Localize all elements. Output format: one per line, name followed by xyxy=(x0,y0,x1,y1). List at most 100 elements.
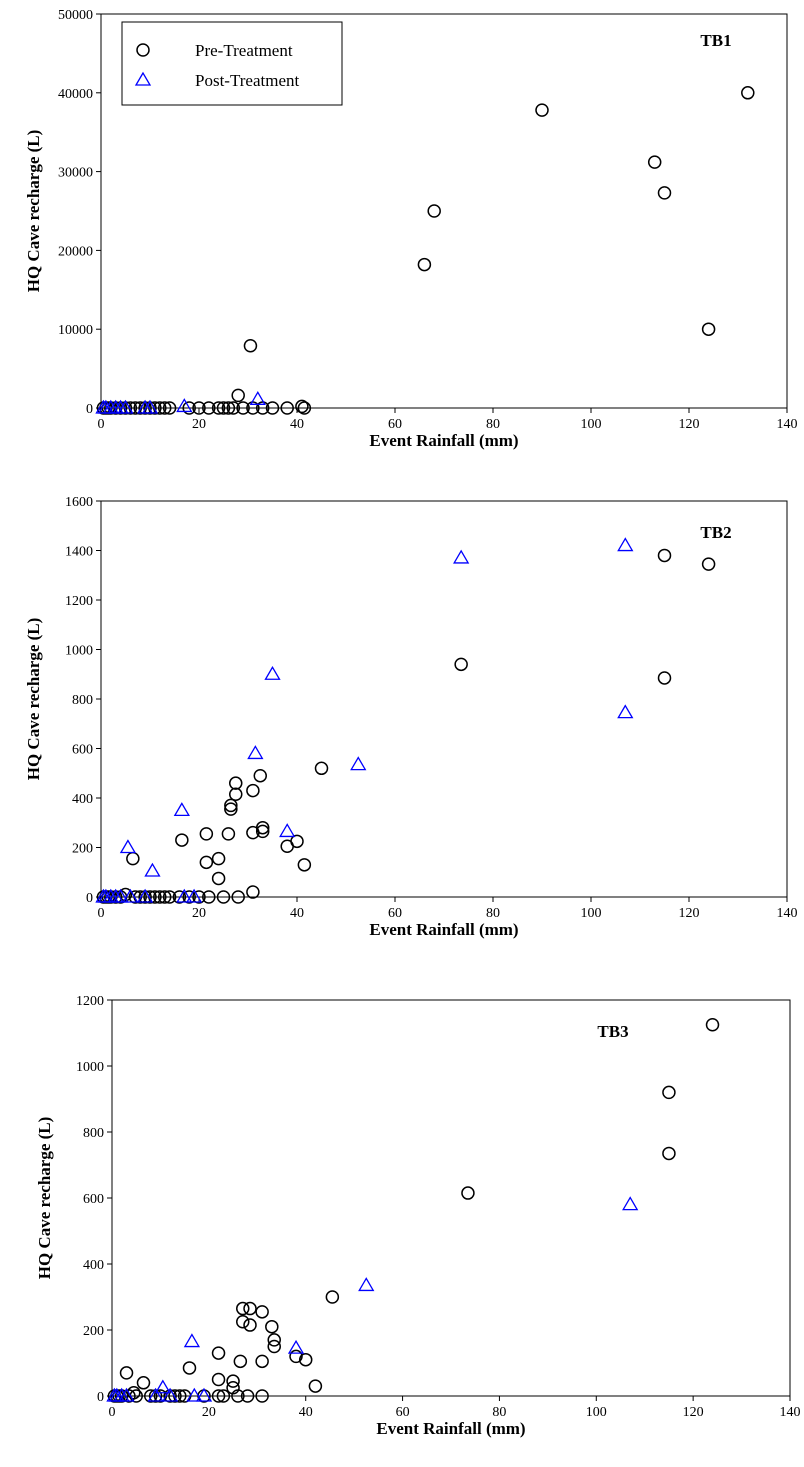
point xyxy=(226,401,241,415)
legend-label: Pre-Treatment xyxy=(195,41,293,60)
point xyxy=(279,823,296,838)
point xyxy=(199,855,214,870)
point xyxy=(231,890,245,904)
point xyxy=(243,1318,257,1332)
point xyxy=(182,401,196,415)
point xyxy=(161,1387,179,1402)
point xyxy=(229,776,243,790)
y-tick-label: 1200 xyxy=(65,594,93,609)
legend-label: Post-Treatment xyxy=(195,71,299,90)
point xyxy=(535,103,549,117)
y-axis-label: HQ Cave recharge (L) xyxy=(24,618,43,781)
point xyxy=(211,1372,226,1387)
x-tick-label: 0 xyxy=(98,906,105,921)
point xyxy=(265,401,280,415)
point xyxy=(265,1319,279,1334)
point xyxy=(308,1379,323,1393)
point xyxy=(236,1301,250,1316)
point xyxy=(182,890,196,904)
y-tick-label: 0 xyxy=(86,891,93,906)
y-tick-label: 1200 xyxy=(76,994,104,1009)
point xyxy=(221,401,236,415)
point xyxy=(657,671,672,685)
point xyxy=(176,888,193,903)
y-tick-label: 800 xyxy=(72,693,93,708)
plot-frame xyxy=(100,500,788,898)
point xyxy=(427,204,441,218)
point xyxy=(454,657,468,672)
point xyxy=(211,851,226,866)
point xyxy=(741,86,755,100)
point xyxy=(249,391,266,405)
legend-marker xyxy=(136,43,150,57)
point xyxy=(229,787,243,802)
point xyxy=(143,1389,158,1403)
point xyxy=(358,1277,375,1292)
point xyxy=(657,186,672,200)
point xyxy=(295,399,309,414)
point xyxy=(236,401,250,415)
point xyxy=(246,825,260,840)
point xyxy=(216,401,231,415)
point xyxy=(255,1305,269,1319)
point xyxy=(182,1361,197,1375)
x-tick-label: 120 xyxy=(679,906,700,921)
x-axis-label: Event Rainfall (mm) xyxy=(376,1419,525,1438)
point xyxy=(211,401,226,415)
point xyxy=(267,1339,281,1354)
y-tick-label: 1600 xyxy=(65,495,93,510)
annotation: TB2 xyxy=(700,523,731,542)
x-tick-label: 140 xyxy=(777,906,798,921)
point xyxy=(172,890,187,904)
point xyxy=(147,1387,164,1402)
x-axis-label: Event Rainfall (mm) xyxy=(369,431,518,450)
point xyxy=(314,761,329,776)
x-tick-label: 40 xyxy=(299,1405,313,1420)
x-tick-label: 80 xyxy=(492,1405,506,1420)
point xyxy=(224,802,238,816)
point xyxy=(141,399,159,414)
y-axis-label: HQ Cave recharge (L) xyxy=(35,1117,54,1280)
point xyxy=(298,1352,313,1367)
point xyxy=(255,1354,269,1369)
point xyxy=(211,871,226,886)
point xyxy=(617,537,634,552)
x-tick-label: 140 xyxy=(777,417,798,432)
y-tick-label: 200 xyxy=(72,842,93,857)
point xyxy=(647,155,662,169)
point xyxy=(243,1301,257,1316)
x-tick-label: 60 xyxy=(388,906,402,921)
point xyxy=(122,888,139,903)
x-tick-label: 40 xyxy=(290,906,304,921)
point xyxy=(153,890,167,904)
point xyxy=(243,338,258,353)
y-tick-label: 200 xyxy=(83,1324,104,1339)
point xyxy=(192,401,206,415)
point xyxy=(195,1387,213,1402)
x-tick-label: 20 xyxy=(192,906,206,921)
point xyxy=(226,1374,240,1388)
y-tick-label: 10000 xyxy=(58,323,93,338)
point xyxy=(267,1333,281,1347)
x-tick-label: 120 xyxy=(683,1405,704,1420)
y-tick-label: 0 xyxy=(86,402,93,417)
point xyxy=(216,1389,231,1403)
x-tick-label: 0 xyxy=(109,1405,116,1420)
y-tick-label: 40000 xyxy=(58,87,93,102)
point xyxy=(175,833,189,847)
point xyxy=(297,401,312,415)
point xyxy=(186,1387,203,1402)
x-tick-label: 20 xyxy=(202,1405,216,1420)
point xyxy=(705,1018,720,1032)
y-tick-label: 600 xyxy=(83,1192,104,1207)
y-tick-label: 20000 xyxy=(58,244,93,259)
point xyxy=(202,890,216,904)
x-tick-label: 100 xyxy=(581,906,602,921)
point xyxy=(240,1389,255,1403)
point xyxy=(199,827,214,841)
y-tick-label: 1400 xyxy=(65,545,93,560)
point xyxy=(453,549,470,564)
point xyxy=(246,885,260,899)
